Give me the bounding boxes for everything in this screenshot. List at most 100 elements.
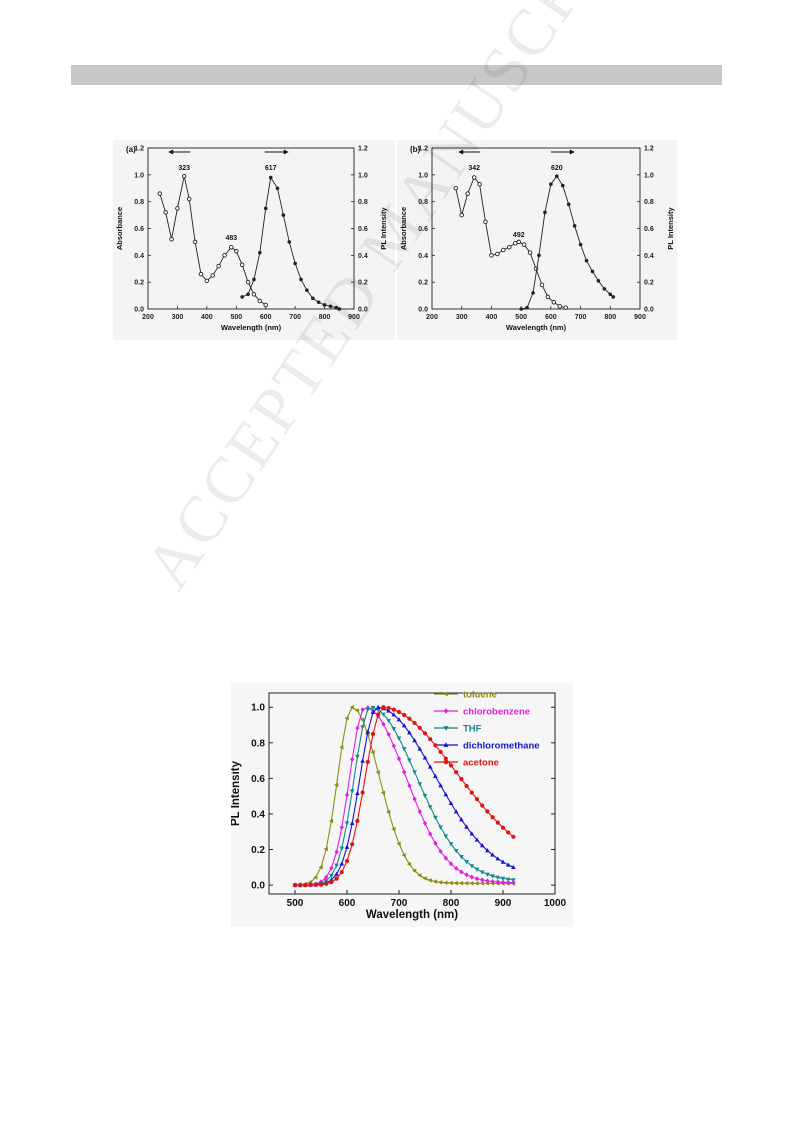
data-point <box>566 202 571 207</box>
data-point <box>386 809 391 815</box>
data-point <box>311 296 315 301</box>
data-point <box>417 872 422 878</box>
data-point <box>464 824 469 829</box>
data-point <box>401 747 407 752</box>
data-point <box>464 872 469 878</box>
data-point <box>489 253 494 258</box>
data-point <box>427 805 433 810</box>
data-point <box>370 749 375 755</box>
data-point <box>469 874 474 880</box>
data-point <box>365 729 371 734</box>
data-point <box>370 705 376 711</box>
legend-label: THF <box>463 724 482 735</box>
data-point <box>511 834 516 839</box>
data-point <box>474 881 479 886</box>
data-point <box>396 841 401 846</box>
data-point <box>365 759 370 765</box>
y-tick-label: 1.2 <box>134 146 144 153</box>
data-point <box>360 725 365 730</box>
data-point <box>407 758 412 763</box>
x-tick-label: 300 <box>456 314 468 321</box>
data-point <box>485 848 490 853</box>
data-point <box>432 879 438 884</box>
data-point <box>485 872 490 877</box>
data-point <box>339 869 344 875</box>
data-point <box>428 831 433 837</box>
y-tick-label: 0.2 <box>251 845 265 856</box>
data-point <box>380 790 386 795</box>
data-point <box>181 173 187 179</box>
data-point <box>175 206 180 211</box>
data-point <box>334 305 339 310</box>
data-point <box>186 196 192 202</box>
data-point <box>349 820 355 826</box>
data-point <box>245 279 251 285</box>
data-point <box>339 824 344 830</box>
data-point <box>459 777 464 782</box>
x-tick-label: 500 <box>515 314 527 321</box>
data-point <box>281 213 286 217</box>
data-point <box>448 880 453 886</box>
data-point <box>407 716 412 721</box>
data-point <box>251 291 257 297</box>
plot-frame <box>268 692 556 895</box>
data-point <box>500 879 506 885</box>
data-point <box>422 876 427 881</box>
legend-marker-acetone <box>443 759 449 765</box>
data-point <box>551 300 557 305</box>
data-point <box>443 855 448 861</box>
data-point <box>525 305 529 310</box>
data-point <box>474 867 480 872</box>
data-point <box>483 219 488 225</box>
series-line-0 <box>455 176 566 309</box>
data-point <box>355 818 360 824</box>
data-point <box>386 731 391 737</box>
data-point <box>505 877 511 882</box>
data-point <box>505 862 511 867</box>
data-point <box>417 725 422 731</box>
data-point <box>324 881 329 886</box>
data-point <box>506 879 511 886</box>
data-point <box>318 864 323 870</box>
data-point <box>355 790 360 796</box>
data-point <box>252 277 256 282</box>
data-point <box>313 874 318 880</box>
data-point <box>344 715 349 721</box>
panel-label: (a) <box>126 145 136 154</box>
y-tick-label: 0.0 <box>251 881 265 892</box>
y-tick-label: 0.2 <box>134 280 144 287</box>
y-tick-label: 1.0 <box>134 172 144 179</box>
data-point <box>334 871 339 876</box>
data-point <box>381 721 386 727</box>
data-point <box>246 292 250 297</box>
x-tick-label: 600 <box>339 898 356 909</box>
data-point <box>257 298 263 304</box>
panel-label: (b) <box>410 145 421 154</box>
data-point <box>391 826 396 832</box>
data-point <box>334 863 339 868</box>
data-point <box>471 175 477 180</box>
y2-tick-label: 0.4 <box>644 253 654 260</box>
data-point <box>428 737 433 742</box>
data-point <box>229 245 234 250</box>
data-point <box>469 831 475 836</box>
y-tick-label: 1.2 <box>418 146 428 153</box>
data-point <box>381 705 386 710</box>
data-point <box>391 727 397 732</box>
legend-label: chlorobenzene <box>463 707 530 718</box>
data-point <box>313 882 318 888</box>
data-point <box>453 849 459 854</box>
data-point <box>365 705 370 711</box>
series-line-1 <box>521 175 614 310</box>
data-point <box>563 305 568 310</box>
data-point <box>578 242 583 247</box>
data-point <box>465 191 470 196</box>
data-point <box>287 240 292 244</box>
legend-label: dichloromethane <box>463 741 540 752</box>
data-point <box>328 818 334 824</box>
data-point <box>501 247 506 253</box>
data-point <box>590 269 595 274</box>
plot-frame <box>431 147 641 310</box>
data-point <box>474 876 480 882</box>
